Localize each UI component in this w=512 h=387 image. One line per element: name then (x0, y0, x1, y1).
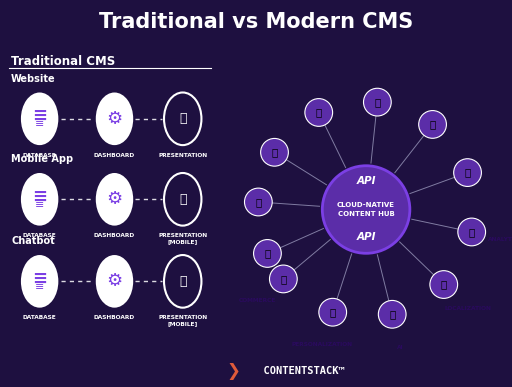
Text: ≡: ≡ (32, 188, 47, 206)
Text: 🖥: 🖥 (179, 112, 186, 125)
Text: 🤖: 🤖 (464, 168, 471, 178)
Text: ≡: ≡ (35, 119, 45, 129)
Text: ≡: ≡ (32, 107, 47, 125)
Text: LOCALIZATION: LOCALIZATION (445, 306, 492, 311)
Circle shape (21, 255, 58, 308)
Text: DATABASE: DATABASE (23, 153, 56, 158)
Circle shape (458, 218, 485, 246)
Circle shape (96, 92, 133, 145)
Circle shape (21, 92, 58, 145)
Circle shape (21, 173, 58, 226)
Text: 🌐: 🌐 (389, 309, 395, 319)
Text: 🚗: 🚗 (255, 197, 262, 207)
Text: DASHBOARD: DASHBOARD (94, 233, 135, 238)
Text: COMMERCE: COMMERCE (239, 298, 276, 303)
Text: Headless, Agile CMS: Headless, Agile CMS (225, 58, 345, 68)
Text: 🛒: 🛒 (280, 274, 287, 284)
Circle shape (96, 173, 133, 226)
Text: ANALYTICS: ANALYTICS (487, 236, 512, 241)
Text: AI: AI (397, 345, 404, 350)
Text: ⚙: ⚙ (106, 190, 122, 208)
Text: PRESENTATION
[MOBILE]: PRESENTATION [MOBILE] (158, 233, 207, 244)
Text: DASHBOARD: DASHBOARD (94, 315, 135, 320)
Text: DATABASE: DATABASE (23, 315, 56, 320)
Text: Traditional CMS: Traditional CMS (11, 55, 115, 68)
Text: ≡: ≡ (32, 270, 47, 288)
Text: DASHBOARD: DASHBOARD (94, 153, 135, 158)
Text: CONTENTSTACK™: CONTENTSTACK™ (251, 366, 345, 375)
Circle shape (430, 271, 458, 298)
Text: 💻: 💻 (430, 120, 436, 129)
Circle shape (454, 159, 481, 187)
Text: 👥: 👥 (330, 307, 336, 317)
Circle shape (323, 166, 410, 253)
Text: 📱: 📱 (179, 275, 186, 288)
Circle shape (419, 111, 446, 138)
Circle shape (319, 298, 347, 326)
Circle shape (261, 139, 288, 166)
Text: Mobile App: Mobile App (11, 154, 73, 164)
Circle shape (378, 300, 406, 328)
Text: 📍: 📍 (441, 279, 447, 289)
Text: Chatbot: Chatbot (11, 236, 55, 246)
Text: ⚙: ⚙ (106, 272, 122, 290)
Circle shape (253, 240, 281, 267)
Text: 🖥: 🖥 (374, 97, 380, 107)
Text: Traditional vs Modern CMS: Traditional vs Modern CMS (99, 12, 413, 32)
Text: PRESENTATION: PRESENTATION (158, 153, 207, 158)
Circle shape (364, 88, 391, 116)
Text: ❯: ❯ (227, 361, 241, 380)
Text: 📊: 📊 (468, 227, 475, 237)
Text: ≡: ≡ (35, 200, 45, 210)
Text: ≡: ≡ (35, 282, 45, 292)
Text: DATABASE: DATABASE (23, 233, 56, 238)
Text: 📱: 📱 (315, 108, 322, 118)
Text: ⌚: ⌚ (264, 248, 270, 259)
Text: Website: Website (11, 74, 56, 84)
Text: 📱: 📱 (179, 193, 186, 206)
Circle shape (245, 188, 272, 216)
Text: 🏪: 🏪 (271, 147, 278, 157)
Text: API: API (356, 176, 376, 186)
Circle shape (96, 255, 133, 308)
Text: PRESENTATION
[MOBILE]: PRESENTATION [MOBILE] (158, 315, 207, 326)
Text: PERSONALIZATION: PERSONALIZATION (292, 342, 353, 347)
Text: ⚙: ⚙ (106, 110, 122, 128)
Circle shape (305, 99, 333, 126)
Text: CLOUD-NATIVE
CONTENT HUB: CLOUD-NATIVE CONTENT HUB (337, 202, 395, 217)
Text: API: API (356, 232, 376, 241)
Circle shape (269, 265, 297, 293)
